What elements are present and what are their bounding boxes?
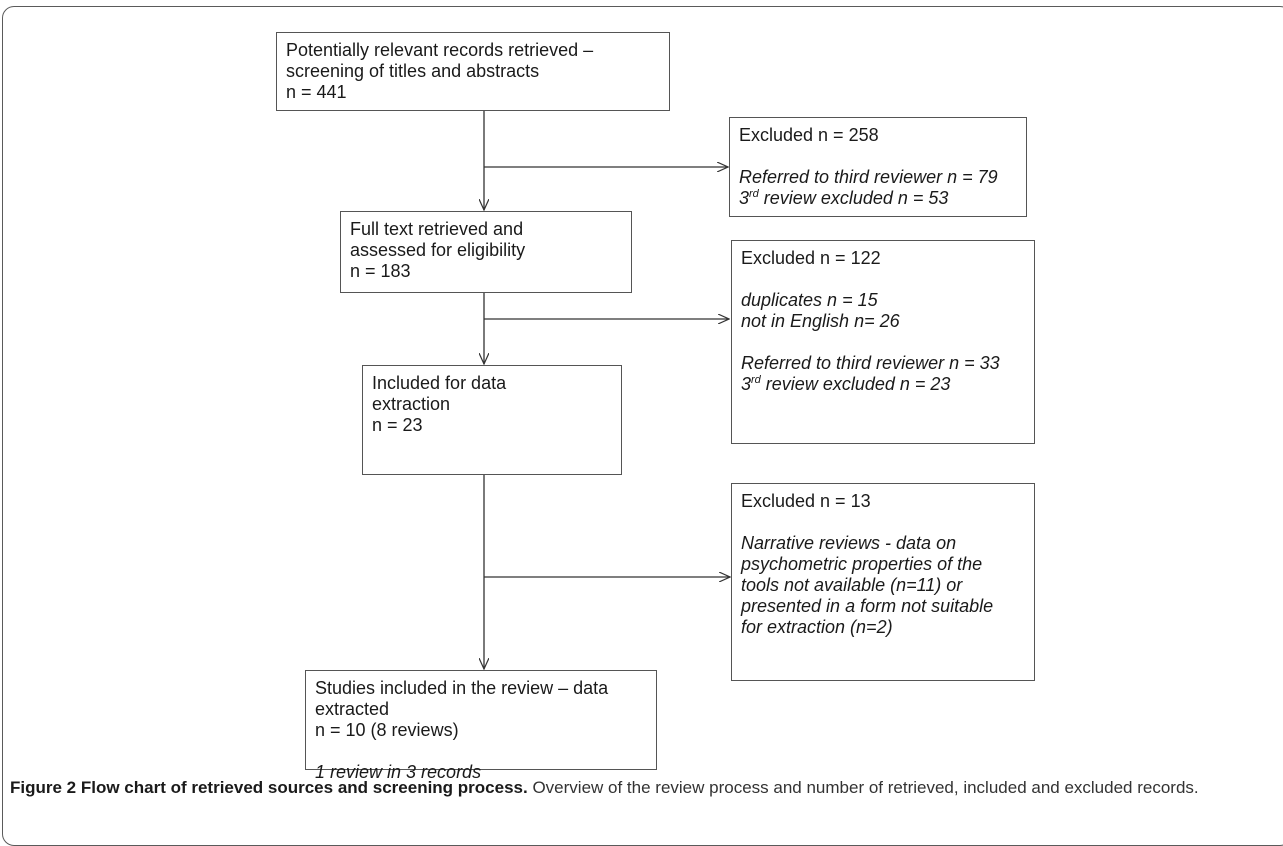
- box-screening: Potentially relevant records retrieved –…: [276, 32, 670, 111]
- excluded-2-line-2: not in English n= 26: [741, 311, 900, 331]
- final-line-1: Studies included in the review – data: [315, 678, 609, 698]
- box-excluded-2: Excluded n = 122 duplicates n = 15 not i…: [731, 240, 1035, 444]
- fulltext-count: n = 183: [350, 261, 411, 281]
- box-excluded-1: Excluded n = 258 Referred to third revie…: [729, 117, 1027, 217]
- excluded-2-line-4: 3rd review excluded n = 23: [741, 374, 951, 394]
- included-count: n = 23: [372, 415, 423, 435]
- screening-line-2: screening of titles and abstracts: [286, 61, 540, 81]
- excluded-2-line-1: duplicates n = 15: [741, 290, 878, 310]
- box-excluded-3: Excluded n = 13 Narrative reviews - data…: [731, 483, 1035, 681]
- excluded-1-line-2: 3rd review excluded n = 53: [739, 188, 949, 208]
- excluded-1-title: Excluded n = 258: [739, 125, 879, 145]
- excluded-3-line-3: tools not available (n=11) or: [741, 575, 963, 595]
- final-line-2: extracted: [315, 699, 390, 719]
- fulltext-line-1: Full text retrieved and: [350, 219, 524, 239]
- caption-label: Figure 2 Flow chart of retrieved sources…: [10, 778, 528, 797]
- figure-caption: Figure 2 Flow chart of retrieved sources…: [10, 776, 1270, 799]
- box-fulltext: Full text retrieved and assessed for eli…: [340, 211, 632, 293]
- box-included-extraction: Included for data extraction n = 23: [362, 365, 622, 475]
- excluded-3-line-5: for extraction (n=2): [741, 617, 893, 637]
- excluded-2-line-3: Referred to third reviewer n = 33: [741, 353, 1000, 373]
- excluded-3-line-4: presented in a form not suitable: [741, 596, 994, 616]
- excluded-3-title: Excluded n = 13: [741, 491, 871, 511]
- included-line-1: Included for data: [372, 373, 507, 393]
- fulltext-line-2: assessed for eligibility: [350, 240, 526, 260]
- excluded-3-line-2: psychometric properties of the: [741, 554, 983, 574]
- final-note: 1 review in 3 records: [315, 762, 482, 782]
- excluded-3-line-1: Narrative reviews - data on: [741, 533, 957, 553]
- screening-line-1: Potentially relevant records retrieved –: [286, 40, 594, 60]
- included-line-2: extraction: [372, 394, 451, 414]
- excluded-1-line-1: Referred to third reviewer n = 79: [739, 167, 998, 187]
- box-final: Studies included in the review – data ex…: [305, 670, 657, 782]
- final-count: n = 10 (8 reviews): [315, 720, 459, 740]
- caption-text: Overview of the review process and numbe…: [527, 778, 1199, 797]
- excluded-2-title: Excluded n = 122: [741, 248, 881, 268]
- screening-count: n = 441: [286, 82, 347, 102]
